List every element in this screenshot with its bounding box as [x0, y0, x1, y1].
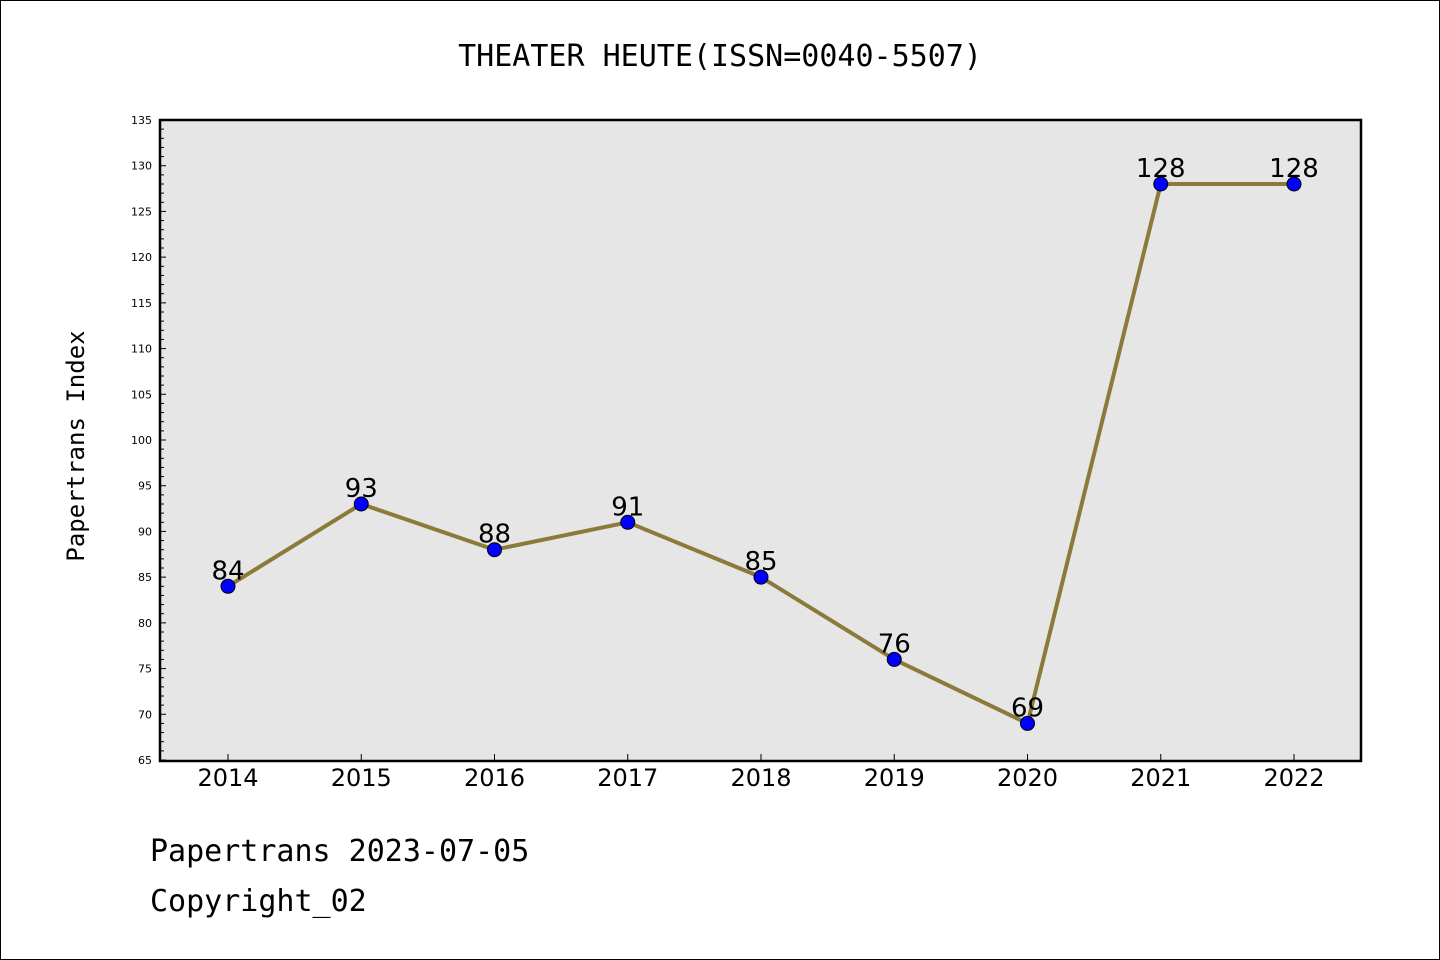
x-tick-label: 2020	[997, 764, 1058, 792]
x-tick-label: 2022	[1263, 764, 1324, 792]
x-tick-label: 2021	[1130, 764, 1191, 792]
data-point-marker	[886, 651, 902, 667]
data-point-marker	[353, 496, 369, 512]
data-point-marker	[487, 542, 502, 558]
data-point-label: 85	[744, 547, 777, 577]
data-point-label: 84	[211, 556, 244, 586]
data-point-marker	[1286, 176, 1302, 192]
y-tick-label: 135	[131, 114, 152, 127]
y-tick-label: 90	[138, 525, 152, 538]
y-tick-label: 120	[131, 251, 152, 264]
data-point-marker	[220, 578, 236, 594]
plot-area	[158, 118, 1363, 763]
x-tick-label: 2019	[864, 764, 925, 792]
data-point-label: 88	[478, 520, 511, 550]
data-point-label: 128	[1136, 154, 1186, 184]
y-tick-label: 130	[131, 160, 152, 173]
x-tick-label: 2018	[730, 764, 791, 792]
data-point-marker	[753, 569, 769, 585]
y-tick-label: 70	[138, 708, 152, 721]
y-tick-label: 110	[131, 343, 152, 356]
data-point-marker	[620, 514, 636, 530]
data-point-label: 93	[345, 474, 378, 504]
y-tick-label: 75	[138, 663, 152, 676]
y-axis-label: Papertrans Index	[62, 330, 90, 561]
data-point-label: 69	[1011, 693, 1044, 723]
x-tick-label: 2016	[464, 764, 525, 792]
y-tick-label: 100	[131, 434, 152, 447]
x-tick-label: 2014	[197, 764, 258, 792]
x-tick-label: 2015	[331, 764, 392, 792]
data-point-marker	[1020, 715, 1035, 731]
data-point-label: 91	[611, 492, 644, 522]
y-tick-label: 105	[131, 388, 152, 401]
x-axis: 2014 2015 2016 2017 2018 2019 2020 2021 2022	[197, 754, 1325, 792]
chart-title: THEATER HEUTE(ISSN=0040-5507)	[458, 39, 982, 74]
series-line-group: 84 93 88 91 85 76 69 128 128	[211, 154, 1319, 731]
y-axis: 65 70 75 80 85 90 95 100 105 110 115 120 125 130 135	[131, 114, 166, 767]
data-point-label: 128	[1269, 154, 1319, 184]
y-tick-label: 95	[138, 480, 152, 493]
y-tick-label: 115	[131, 297, 152, 310]
y-tick-label: 80	[138, 617, 152, 630]
data-point-marker	[1153, 176, 1169, 192]
x-tick-label: 2017	[597, 764, 658, 792]
y-tick-label: 65	[138, 754, 152, 767]
footer-copyright: Copyright_02	[150, 884, 367, 919]
y-tick-label: 85	[138, 571, 152, 584]
footer-date: Papertrans 2023-07-05	[150, 834, 530, 869]
y-tick-label: 125	[131, 205, 152, 218]
data-point-label: 76	[878, 629, 911, 659]
